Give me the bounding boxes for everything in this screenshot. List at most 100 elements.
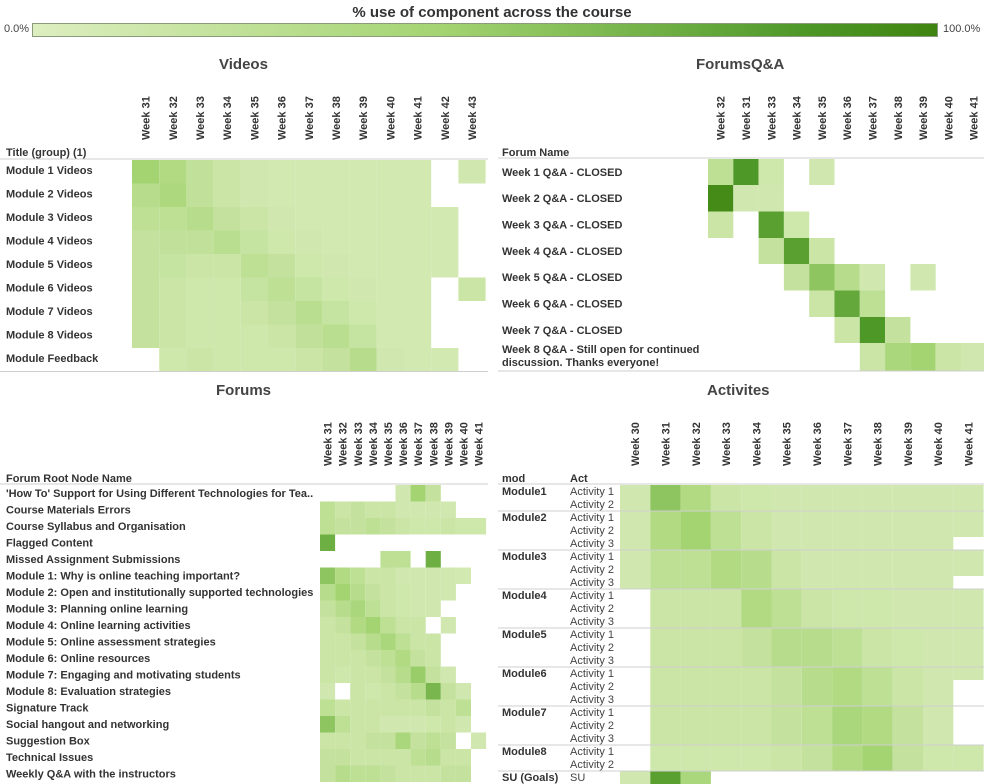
activities-cell: [650, 693, 681, 706]
forums-cell: [365, 732, 381, 749]
page-title: % use of component across the course: [352, 4, 632, 21]
videos-col-label: Week 40: [385, 96, 397, 140]
activities-cell: [771, 654, 802, 667]
forums-cell: [425, 551, 441, 568]
forumsqa-cell: [733, 159, 759, 185]
forums-cell: [320, 732, 336, 749]
forums-cell: [425, 650, 441, 667]
videos-cell: [404, 207, 432, 231]
forumsqa-cell: [733, 185, 759, 212]
forumsqa-row-label: Week 7 Q&A - CLOSED: [502, 325, 622, 337]
activities-cell: [801, 641, 833, 654]
forums-cell: [365, 600, 381, 617]
videos-cell: [268, 207, 296, 231]
activities-cell: [741, 693, 772, 706]
videos-cell: [240, 207, 268, 231]
activities-cell: [862, 641, 893, 654]
forums-cell: [350, 683, 366, 700]
activities-cell: [680, 758, 711, 771]
videos-cell: [240, 160, 268, 184]
forums-cell: [320, 600, 336, 617]
activities-cell: [892, 563, 923, 576]
activities-cell: [923, 602, 954, 615]
videos-cell: [240, 324, 268, 348]
forumsqa-cell: [859, 264, 886, 291]
forums-cell: [365, 650, 381, 667]
forums-cell: [335, 749, 351, 766]
forumsqa-col-label: Week 40: [943, 96, 955, 140]
activities-cell: [741, 537, 772, 550]
activities-cell: [620, 498, 651, 511]
forums-cell: [380, 683, 396, 700]
activities-cell: [710, 654, 742, 667]
forums-cell: [395, 650, 411, 667]
activities-cell: [923, 485, 954, 498]
videos-cell: [376, 348, 404, 372]
videos-cell: [132, 230, 160, 254]
activities-group-label: Module6: [502, 668, 547, 680]
activities-row-label: Activity 2: [570, 720, 614, 732]
activities-cell: [953, 641, 984, 654]
activities-title: Activites: [707, 382, 770, 399]
forums-cell: [365, 749, 381, 766]
forumsqa-cell: [910, 343, 936, 371]
activities-cell: [953, 602, 984, 615]
videos-cell: [159, 230, 187, 254]
forums-cell: [335, 633, 351, 650]
activities-cell: [741, 628, 772, 641]
forums-cell: [335, 501, 351, 518]
activities-cell: [892, 745, 923, 758]
forums-cell: [350, 633, 366, 650]
videos-cell: [295, 301, 323, 325]
videos-row-label: Module 6 Videos: [6, 283, 93, 295]
forums-title: Forums: [216, 382, 272, 399]
activities-cell: [680, 511, 711, 524]
activities-cell: [680, 680, 711, 693]
forums-cell: [410, 584, 426, 601]
activities-cell: [771, 615, 802, 628]
forumsqa-cell: [708, 185, 734, 212]
forums-cell: [471, 518, 487, 535]
forums-col-label: Week 36: [398, 422, 410, 466]
activities-cell: [832, 550, 863, 563]
forumsqa-cell: [708, 211, 734, 238]
activities-col-label: Week 34: [751, 421, 763, 466]
forums-cell: [395, 683, 411, 700]
videos-cell: [349, 183, 377, 207]
forums-cell: [425, 732, 441, 749]
forums-cell: [350, 584, 366, 601]
forumsqa-col-label: Week 31: [741, 96, 753, 140]
forumsqa-cell: [783, 238, 810, 264]
forumsqa-col-label: Week 38: [893, 96, 905, 140]
activities-cell: [832, 498, 863, 511]
activities-group-label: Module7: [502, 707, 547, 719]
activities-cell: [650, 641, 681, 654]
videos-cell: [295, 254, 323, 278]
activities-cell: [771, 511, 802, 524]
videos-cell: [268, 254, 296, 278]
videos-cell: [159, 183, 187, 207]
activities-cell: [923, 576, 954, 589]
videos-cell: [186, 207, 214, 231]
videos-cell: [404, 348, 432, 372]
activities-cell: [771, 641, 802, 654]
forums-cell: [455, 683, 471, 700]
activities-cell: [741, 576, 772, 589]
videos-cell: [186, 324, 214, 348]
activities-row-label: Activity 1: [570, 590, 614, 602]
activities-cell: [953, 498, 984, 511]
activities-cell: [832, 706, 863, 719]
activities-cell: [801, 680, 833, 693]
activities-col-label: Week 30: [630, 422, 642, 466]
activities-cell: [801, 563, 833, 576]
activities-cell: [620, 537, 651, 550]
activities-cell: [923, 719, 954, 732]
videos-cell: [458, 277, 486, 301]
forums-row-label: Missed Assignment Submissions: [6, 554, 180, 566]
videos-cell: [295, 348, 323, 372]
forumsqa-cell: [809, 264, 835, 291]
videos-cell: [213, 183, 241, 207]
activities-cell: [771, 537, 802, 550]
forums-cell: [410, 699, 426, 716]
activities-cell: [680, 628, 711, 641]
